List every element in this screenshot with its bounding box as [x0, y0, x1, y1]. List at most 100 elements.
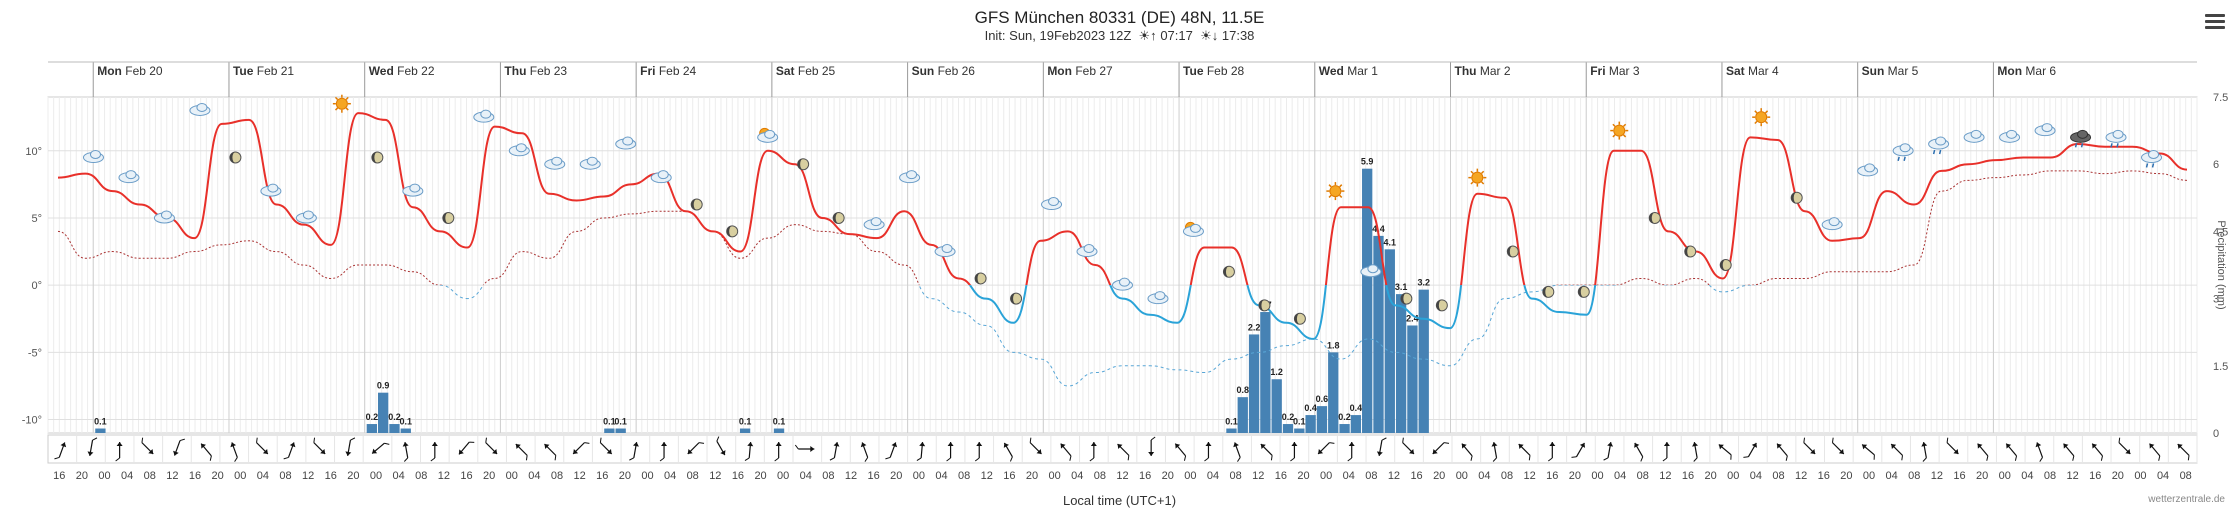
hour-tick: 08	[958, 470, 970, 482]
wind-arrow-icon	[256, 437, 269, 455]
hour-tick: 04	[121, 470, 133, 482]
hour-tick: 12	[1524, 470, 1536, 482]
hour-tick: 20	[890, 470, 902, 482]
wind-barb	[794, 444, 799, 450]
hour-tick: 16	[1953, 470, 1965, 482]
day-label: Thu Feb 23	[504, 64, 567, 78]
sun-ray	[1470, 170, 1474, 174]
wind-head	[1718, 444, 1724, 450]
rain-drop	[2145, 163, 2149, 168]
hour-tick: 20	[2112, 470, 2124, 482]
wind-arrow-icon	[54, 442, 67, 460]
wind-arrow-icon	[916, 441, 926, 462]
wind-head	[2092, 443, 2098, 449]
day-label: Wed Mar 1	[1319, 64, 1378, 78]
sunset-time: 17:38	[1221, 28, 1255, 43]
precip-bar	[1237, 397, 1248, 433]
wind-barb	[1901, 455, 1903, 461]
hour-tick: 04	[2157, 470, 2169, 482]
wind-head	[148, 449, 154, 454]
cloud-icon	[402, 183, 424, 197]
day-label: Mon Feb 20	[97, 64, 163, 78]
sun-disc	[1755, 111, 1768, 124]
precip-label: 0.1	[603, 417, 616, 427]
moon-shadow	[1684, 246, 1691, 258]
cloud-top	[1864, 163, 1876, 173]
cloud-icon	[260, 183, 282, 197]
day-date: Feb 27	[1075, 64, 1113, 78]
sun-ray	[1622, 134, 1627, 138]
menu-icon[interactable]	[2205, 14, 2225, 30]
cloud-top	[906, 170, 918, 180]
cloud-top	[2112, 129, 2124, 139]
cloud-icon	[295, 210, 317, 224]
wind-arrow-icon	[1461, 443, 1473, 461]
sun-disc	[1329, 185, 1342, 198]
wind-head	[976, 442, 983, 446]
sun-ray	[334, 96, 339, 101]
wind-arrow-icon	[716, 436, 726, 456]
cloud-icon	[1041, 197, 1063, 211]
wind-arrow-icon	[1977, 443, 1989, 461]
wind-head	[2125, 449, 2131, 454]
wind-barb	[698, 442, 705, 444]
wind-arrow-icon	[1089, 442, 1097, 462]
wind-arrow-icon	[1432, 442, 1450, 455]
precip-label: 0.1	[739, 417, 752, 427]
wind-arrow-icon	[402, 442, 409, 462]
credit-text: wetterzentrale.de	[2148, 494, 2225, 505]
y-tick-left: 5°	[31, 213, 42, 225]
hour-tick: 16	[596, 470, 608, 482]
moon-shadow	[1542, 286, 1549, 298]
day-date: Mar 3	[1609, 64, 1640, 78]
sun-ray	[1612, 123, 1616, 127]
precip-bar	[95, 428, 106, 433]
wind-arrow-icon	[1743, 442, 1757, 458]
precip-bar	[773, 428, 785, 433]
wind-arrow-icon	[115, 442, 123, 462]
hour-tick: 08	[2044, 470, 2056, 482]
wind-arrow-icon	[860, 442, 869, 462]
wind-head	[1518, 444, 1524, 449]
wind-arrow-icon	[1890, 443, 1903, 461]
hour-tick: 20	[1569, 470, 1581, 482]
hour-tick: 12	[1659, 470, 1671, 482]
hour-tick: 00	[1591, 470, 1603, 482]
wind-arrow-icon	[1317, 442, 1335, 455]
precip-label: 3.1	[1395, 282, 1408, 292]
wind-barb	[1009, 456, 1013, 462]
sun-ray	[1328, 194, 1332, 198]
hour-tick: 00	[1863, 470, 1875, 482]
hour-tick: 00	[641, 470, 653, 482]
rain-icon	[2105, 129, 2127, 148]
hour-tick: 16	[1818, 470, 1830, 482]
moon-icon	[1684, 245, 1697, 258]
cloud-top	[2077, 129, 2089, 139]
wind-barb	[256, 437, 258, 443]
wind-barb	[1831, 437, 1834, 443]
hour-tick: 00	[506, 470, 518, 482]
moon-shadow	[797, 158, 804, 170]
wind-head	[947, 442, 954, 446]
wind-barb	[1922, 457, 1927, 462]
wind-head	[1634, 442, 1640, 448]
wind-arrow-icon	[1603, 442, 1614, 461]
wind-head	[230, 442, 237, 448]
cloud-top	[2148, 149, 2160, 159]
day-date: Mar 1	[1347, 64, 1378, 78]
wind-head	[1461, 443, 1467, 449]
wind-barb	[1571, 456, 1577, 458]
hour-tick: 08	[822, 470, 834, 482]
day-label: Mon Mar 6	[1997, 64, 2056, 78]
wind-barb	[1270, 455, 1273, 461]
wind-arrow-icon	[1861, 444, 1875, 460]
wind-barb	[1029, 437, 1032, 443]
wind-arrow-icon	[485, 437, 498, 455]
wind-arrow-icon	[87, 437, 98, 456]
cloud-top	[1367, 264, 1379, 274]
hour-tick: 16	[189, 470, 201, 482]
hour-tick: 08	[415, 470, 427, 482]
cloud-icon	[1147, 291, 1169, 305]
wind-barb	[1730, 454, 1732, 460]
